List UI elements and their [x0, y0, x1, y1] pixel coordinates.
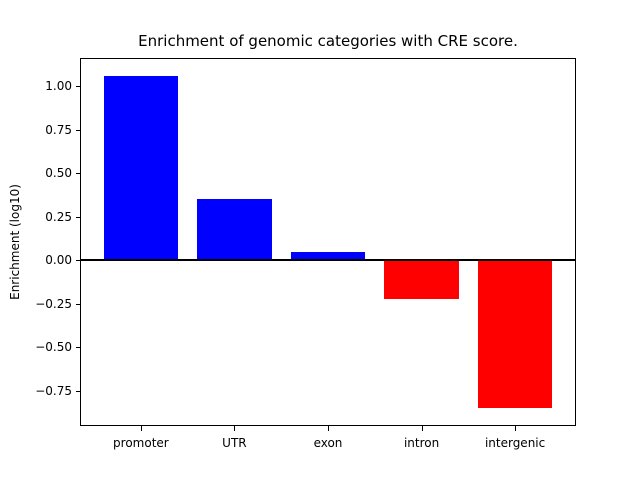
- y-tick-mark: [76, 173, 81, 175]
- y-tick-label: 0.25: [45, 209, 72, 224]
- plot-area: [80, 58, 576, 426]
- x-tick-mark: [234, 426, 236, 431]
- x-tick-label: intron: [403, 436, 440, 450]
- y-tick-mark: [76, 390, 81, 392]
- x-tick-mark: [140, 426, 142, 431]
- bar-intergenic: [477, 260, 553, 409]
- chart-title: Enrichment of genomic categories with CR…: [138, 32, 518, 50]
- y-tick-label: 0.00: [45, 253, 72, 268]
- x-tick-mark: [328, 426, 329, 431]
- zero-line: [81, 259, 575, 262]
- y-tick-label: 1.00: [45, 79, 72, 94]
- x-tick-label: exon: [313, 436, 343, 450]
- y-tick-mark: [76, 216, 81, 218]
- bar-exon: [290, 251, 366, 261]
- y-tick-label: 0.50: [45, 166, 72, 181]
- x-tick-label: intergenic: [484, 436, 546, 450]
- y-tick-mark: [76, 129, 81, 131]
- x-tick-mark: [421, 426, 423, 431]
- y-tick-label: −0.75: [35, 383, 72, 398]
- y-tick-label: 0.75: [45, 122, 72, 137]
- x-tick-label: UTR: [222, 436, 247, 450]
- y-axis-label-text: Enrichment (log10): [8, 184, 22, 300]
- y-tick-mark: [76, 347, 81, 349]
- y-tick-mark: [76, 86, 81, 88]
- y-tick-mark: [76, 303, 81, 305]
- y-tick-label: −0.25: [35, 296, 72, 311]
- bar-UTR: [197, 199, 272, 261]
- y-tick-mark: [76, 260, 81, 262]
- y-tick-label: −0.50: [35, 340, 72, 355]
- x-tick-label: promoter: [113, 436, 169, 450]
- bar-intron: [384, 260, 459, 299]
- x-tick-mark: [515, 426, 517, 431]
- y-axis-label: Enrichment (log10): [7, 59, 23, 425]
- bar-promoter: [103, 75, 179, 261]
